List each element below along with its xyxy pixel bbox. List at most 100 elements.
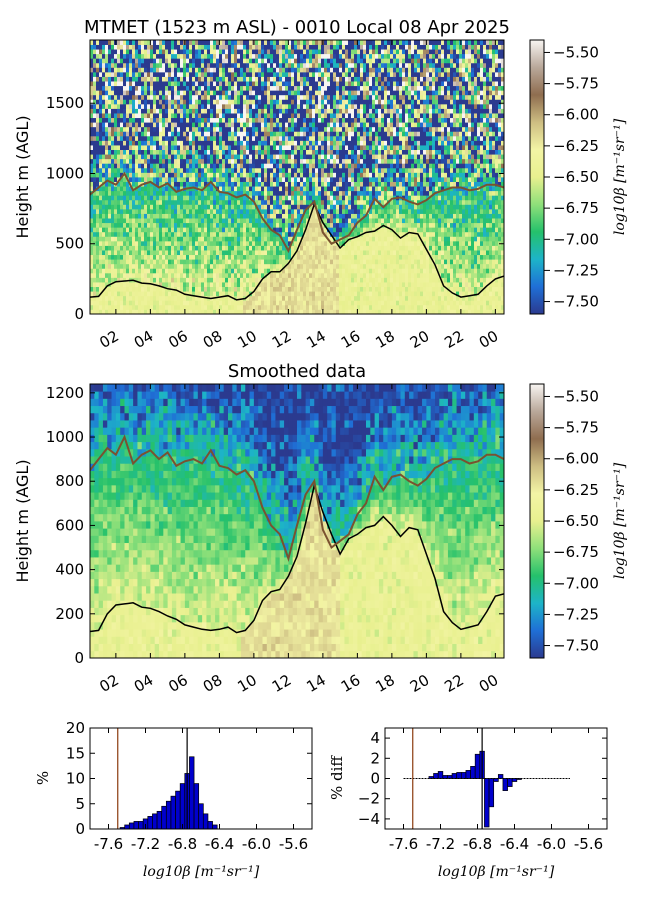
heatmap-cell [120,40,124,45]
heatmap-cell [99,90,103,96]
heatmap-cell [312,154,316,160]
heatmap-cell [273,240,277,246]
heatmap-cell [321,117,325,123]
heatmap-cell [252,94,256,100]
heatmap-cell [180,135,184,141]
heatmap-cell [213,163,217,169]
heatmap-cell [234,190,238,196]
heatmap-cell [120,163,124,169]
heatmap-cell [276,245,280,251]
heatmap-cell [336,272,340,278]
heatmap-cell [132,149,136,155]
heatmap-cell [183,177,187,182]
heatmap-cell [207,222,211,228]
heatmap-cell [156,85,160,91]
heatmap-cell [225,131,229,137]
heatmap-cell [105,154,109,160]
heatmap-cell [297,85,301,91]
heatmap-cell [201,259,205,265]
heatmap-cell [270,304,274,310]
heatmap-cell [177,122,181,128]
heatmap-cell [273,145,277,150]
heatmap-cell [318,62,322,68]
heatmap-cell [225,240,229,246]
heatmap-cell [213,268,217,274]
heatmap-cell [321,222,325,228]
heatmap-cell [288,85,292,91]
heatmap-cell [297,81,301,87]
heatmap-cell [303,231,307,237]
heatmap-cell [213,277,217,283]
heatmap-cell [279,90,283,96]
heatmap-cell [171,113,175,119]
heatmap-cell [324,282,328,287]
heatmap-cell [186,85,190,91]
heatmap-cell [207,58,211,64]
heatmap-cell [258,282,262,287]
heatmap-cell [186,117,190,123]
heatmap-cell [219,240,223,246]
heatmap-cell [183,131,187,137]
heatmap-cell [297,163,301,169]
heatmap-cell [225,163,229,169]
heatmap-cell [186,122,190,128]
heatmap-cell [189,272,193,278]
heatmap-cell [174,259,178,265]
heatmap-cell [228,122,232,128]
heatmap-cell [117,282,121,287]
heatmap-cell [261,204,265,210]
heatmap-cell [306,81,310,87]
heatmap-cell [126,236,130,242]
heatmap-cell [144,117,148,123]
heatmap-cell [108,145,112,150]
heatmap-cell [249,94,253,100]
heatmap-cell [297,213,301,219]
heatmap-cell [96,131,100,137]
heatmap-cell [201,122,205,128]
heatmap-cell [219,304,223,310]
heatmap-cell [240,259,244,265]
heatmap-cell [267,49,271,55]
heatmap-cell [111,272,115,278]
heatmap-cell [108,126,112,132]
heatmap-cell [288,40,292,45]
heatmap-cell [243,154,247,160]
heatmap-cell [261,286,265,292]
heatmap-cell [105,181,109,187]
heatmap-cell [213,300,217,306]
heatmap-cell [210,167,214,173]
heatmap-cell [168,272,172,278]
heatmap-cell [267,263,271,269]
heatmap-cell [318,300,322,306]
heatmap-cell [237,254,241,260]
heatmap-cell [90,277,94,283]
heatmap-cell [282,199,286,205]
heatmap-cell [336,254,340,260]
heatmap-cell [144,240,148,246]
heatmap-cell [216,304,220,310]
heatmap-cell [99,67,103,73]
heatmap-cell [126,190,130,196]
heatmap-cell [114,259,118,265]
heatmap-cell [156,158,160,164]
heatmap-cell [201,277,205,283]
heatmap-cell [135,268,139,274]
heatmap-cell [186,67,190,73]
heatmap-cell [120,213,124,219]
heatmap-cell [120,259,124,265]
heatmap-cell [219,172,223,178]
heatmap-cell [93,259,97,265]
heatmap-cell [249,282,253,287]
heatmap-cell [108,85,112,91]
heatmap-cell [324,67,328,73]
heatmap-cell [150,135,154,141]
heatmap-cell [237,108,241,114]
heatmap-cell [306,58,310,64]
heatmap-cell [204,204,208,210]
heatmap-cell [285,49,289,55]
heatmap-cell [141,149,145,155]
heatmap-cell [330,268,334,274]
heatmap-cell [303,126,307,132]
heatmap-cell [123,227,127,233]
heatmap-cell [135,250,139,256]
